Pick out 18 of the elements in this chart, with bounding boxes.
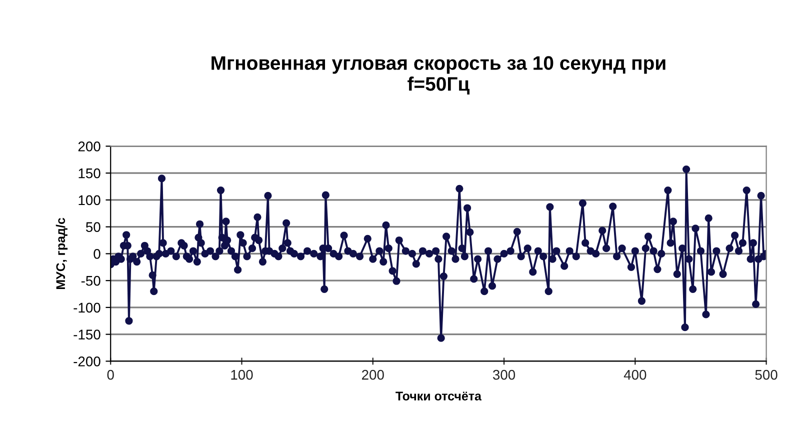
- y-tick-label: -200: [74, 356, 100, 366]
- y-tick-label: 50: [86, 222, 100, 232]
- chart-title: Мгновенная угловая скорость за 10 секунд при f=50Гц: [212, 56, 666, 95]
- y-tick-label: 200: [78, 142, 100, 152]
- x-tick-label: 200: [362, 370, 384, 380]
- x-tick-label: 0: [107, 370, 114, 380]
- y-tick-label: -150: [74, 330, 100, 340]
- y-tick-label: 150: [78, 168, 100, 178]
- x-tick-label: 100: [231, 370, 253, 380]
- y-tick-label: 100: [78, 195, 100, 206]
- y-tick-label: -100: [74, 302, 100, 313]
- x-tick-label: 500: [755, 370, 778, 380]
- y-axis-title: МУС, град/с: [56, 218, 68, 290]
- x-axis-title: Точки отсчёта: [396, 392, 482, 400]
- y-tick-label: 0: [94, 249, 100, 259]
- y-tick-label: -50: [81, 276, 100, 286]
- x-tick-label: 300: [492, 370, 516, 380]
- x-tick-label: 400: [624, 370, 646, 380]
